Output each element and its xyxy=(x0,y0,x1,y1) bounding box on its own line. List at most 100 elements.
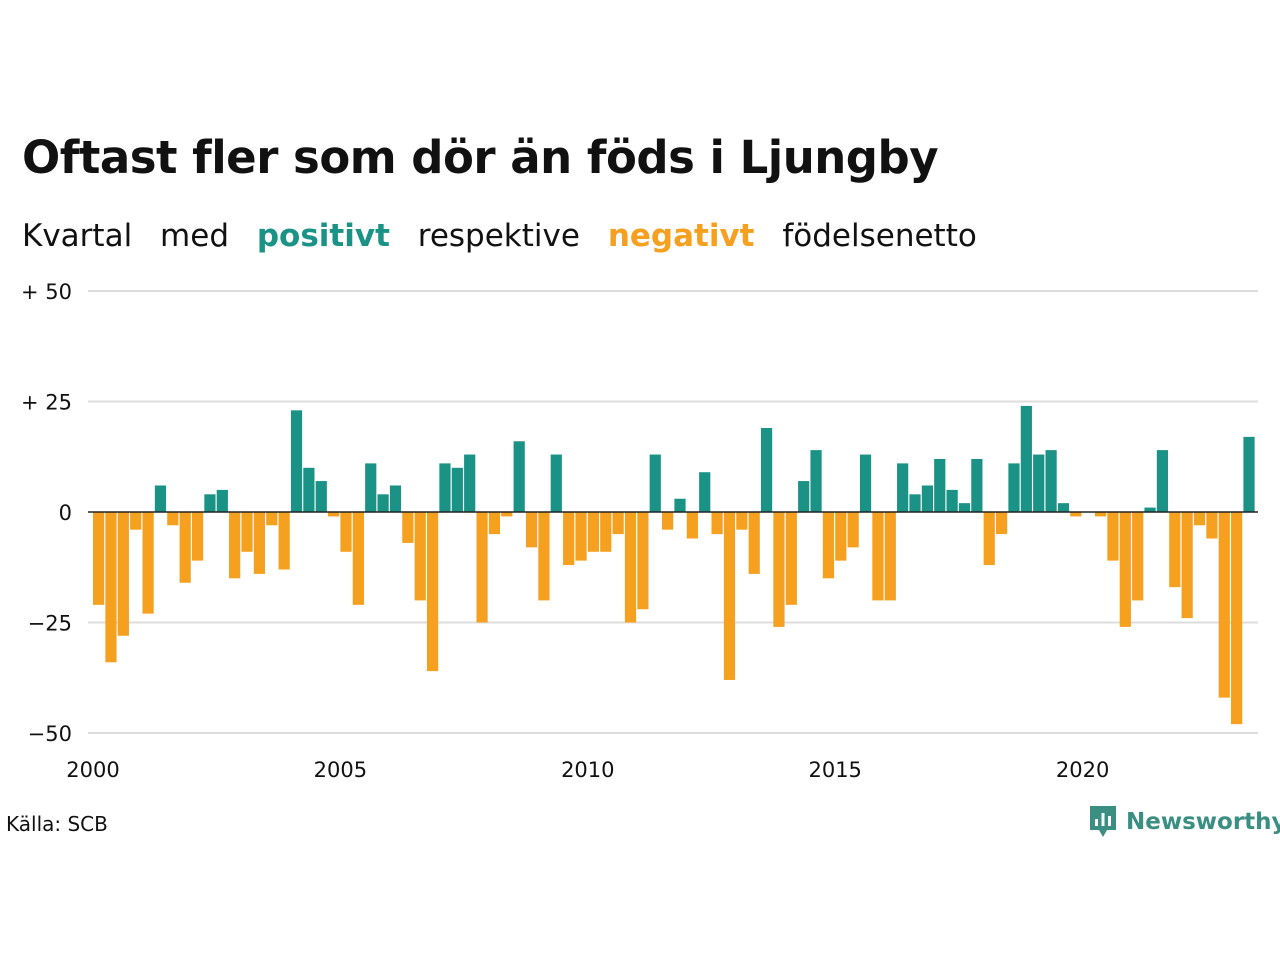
bar-positive xyxy=(934,458,946,512)
bar-positive xyxy=(1008,463,1020,512)
bar-positive xyxy=(439,463,451,512)
bar-negative xyxy=(253,512,266,574)
bar-positive xyxy=(1057,503,1070,512)
bar-positive xyxy=(550,454,562,512)
bar-negative xyxy=(773,512,785,627)
bar-negative xyxy=(612,512,624,535)
bar-positive xyxy=(946,489,958,512)
bar-negative xyxy=(884,512,896,601)
bar-negative xyxy=(402,512,414,543)
bar-negative xyxy=(686,512,698,539)
bar-positive xyxy=(798,481,810,512)
bar-positive xyxy=(699,472,711,512)
bar-negative xyxy=(637,512,649,610)
bar-negative xyxy=(847,512,859,548)
bar-negative xyxy=(488,512,501,535)
subtitle-word-med: med xyxy=(160,218,229,254)
bar-negative xyxy=(1169,512,1181,588)
bar-negative xyxy=(563,512,575,566)
bar-negative xyxy=(575,512,587,561)
y-tick-label: 0 xyxy=(59,501,72,525)
bar-positive xyxy=(204,494,216,512)
bar-positive xyxy=(451,467,463,512)
bar-positive xyxy=(1144,507,1156,512)
bar-negative xyxy=(278,512,290,570)
chart-subtitle: Kvartal med positivt respektive negativt… xyxy=(22,218,995,254)
x-tick-label: 2010 xyxy=(561,758,614,782)
y-tick-label: + 25 xyxy=(21,391,72,415)
bar-positive xyxy=(315,481,327,512)
bar-positive xyxy=(365,463,377,512)
bar-positive xyxy=(760,428,773,512)
bar-negative xyxy=(525,512,538,548)
legend-positive: positivt xyxy=(256,218,390,254)
chart-title: Oftast fler som dör än föds i Ljungby xyxy=(22,131,939,184)
bar-positive xyxy=(464,454,476,512)
legend-negative: negativt xyxy=(607,218,755,254)
bar-negative xyxy=(1181,512,1193,619)
bar-negative xyxy=(130,512,142,530)
bar-negative xyxy=(328,512,340,517)
bar-negative xyxy=(1070,512,1082,517)
bar-positive xyxy=(216,489,228,512)
brand-name: Newsworthy xyxy=(1126,809,1280,835)
x-tick-label: 2000 xyxy=(66,758,119,782)
bar-negative xyxy=(1218,512,1230,698)
bar-negative xyxy=(105,512,117,663)
bar-positive xyxy=(897,463,909,512)
bar-positive xyxy=(1156,450,1169,512)
bar-positive xyxy=(1045,450,1057,512)
bar-positive xyxy=(389,485,402,512)
bar-positive xyxy=(1020,405,1032,512)
bar-negative xyxy=(538,512,550,601)
bar-negative xyxy=(600,512,612,552)
bar-negative xyxy=(191,512,204,561)
bar-negative xyxy=(179,512,191,583)
x-tick-label: 2020 xyxy=(1056,758,1109,782)
bar-negative xyxy=(167,512,179,526)
bar-positive xyxy=(154,485,167,512)
bar-negative xyxy=(822,512,835,579)
bar-negative xyxy=(352,512,364,605)
subtitle-word-respektive: respektive xyxy=(417,218,580,254)
bar-positive xyxy=(921,485,933,512)
y-tick-label: −50 xyxy=(28,722,72,746)
bar-positive xyxy=(377,494,389,512)
bar-negative xyxy=(587,512,599,552)
y-tick-label: + 50 xyxy=(21,280,72,304)
bar-negative xyxy=(983,512,995,566)
source-label: Källa: SCB xyxy=(6,812,108,836)
bar-negative xyxy=(711,512,723,535)
bar-negative xyxy=(229,512,241,579)
bar-positive xyxy=(303,467,315,512)
bar-positive xyxy=(909,494,921,512)
bar-negative xyxy=(723,512,736,680)
bar-negative xyxy=(1206,512,1218,539)
bar-positive xyxy=(1243,436,1255,512)
brand-logo: Newsworthy xyxy=(1088,804,1280,840)
subtitle-word-fodelsenetto: födelsenetto xyxy=(782,218,977,254)
x-tick-label: 2005 xyxy=(314,758,367,782)
bar-positive xyxy=(290,410,303,512)
bar-positive xyxy=(958,503,971,512)
newsworthy-logo-icon xyxy=(1090,806,1116,837)
bar-negative xyxy=(1132,512,1144,601)
bar-negative xyxy=(835,512,847,561)
bar-negative xyxy=(1193,512,1206,526)
bar-negative xyxy=(241,512,253,552)
bar-negative xyxy=(117,512,129,636)
bar-negative xyxy=(872,512,884,601)
bar-negative xyxy=(266,512,278,526)
bar-positive xyxy=(513,441,525,512)
bar-negative xyxy=(1119,512,1131,627)
bar-negative xyxy=(426,512,439,672)
subtitle-word-kvartal: Kvartal xyxy=(22,218,133,254)
bar-positive xyxy=(859,454,872,512)
bar-positive xyxy=(649,454,661,512)
bar-negative xyxy=(414,512,426,601)
bar-positive xyxy=(810,450,822,512)
bar-negative xyxy=(1094,512,1107,517)
bar-negative xyxy=(996,512,1008,535)
bar-negative xyxy=(736,512,748,530)
